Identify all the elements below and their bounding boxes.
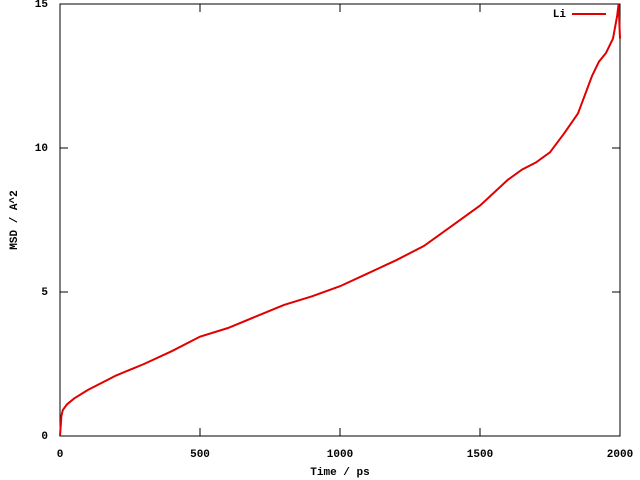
y-tick-label: 5 (41, 287, 48, 299)
y-tick-label: 10 (35, 143, 48, 155)
plot-border (59, 3, 621, 437)
x-axis-label: Time / ps (310, 467, 369, 479)
y-axis-label: MSD / A^2 (9, 190, 21, 249)
x-tick-label: 500 (190, 449, 210, 461)
x-tick-label: 1000 (327, 449, 353, 461)
x-tick-label: 2000 (607, 449, 633, 461)
legend-label: Li (553, 9, 567, 21)
x-tick-label: 1500 (467, 449, 493, 461)
data-line (59, 3, 621, 437)
y-tick-label: 0 (41, 431, 48, 443)
y-tick-label: 15 (35, 0, 49, 11)
x-tick-label: 0 (57, 449, 64, 461)
